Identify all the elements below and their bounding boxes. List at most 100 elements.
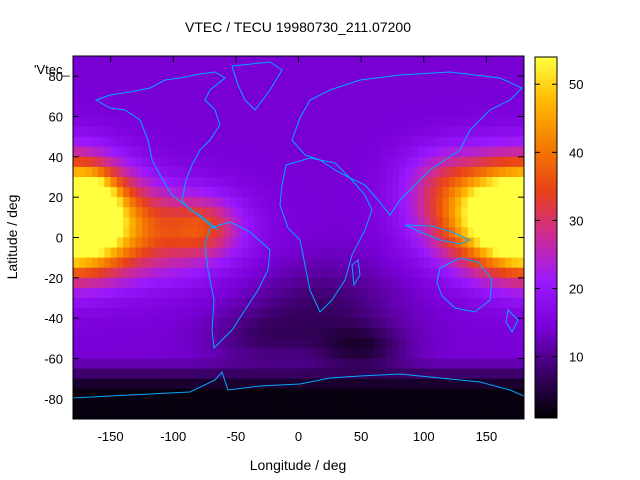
heatmap-cell	[492, 338, 500, 350]
heatmap-cell	[223, 177, 231, 188]
heatmap-cell	[486, 217, 494, 229]
heatmap-cell	[242, 177, 249, 188]
heatmap-cell	[223, 378, 231, 390]
heatmap-cell	[179, 267, 187, 279]
heatmap-cell	[311, 308, 318, 319]
heatmap-cell	[398, 187, 406, 198]
heatmap-cell	[210, 76, 218, 87]
heatmap-cell	[116, 308, 124, 319]
heatmap-cell	[480, 156, 488, 168]
heatmap-cell	[473, 398, 481, 410]
heatmap-cell	[467, 348, 475, 360]
heatmap-cell	[386, 318, 394, 329]
heatmap-cell	[304, 318, 312, 329]
heatmap-cell	[267, 388, 275, 400]
heatmap-cell	[141, 96, 149, 108]
heatmap-cell	[411, 408, 419, 419]
heatmap-cell	[79, 298, 87, 309]
heatmap-cell	[192, 116, 199, 128]
heatmap-cell	[404, 398, 412, 410]
heatmap-cell	[467, 217, 475, 229]
heatmap-cell	[267, 308, 275, 319]
heatmap-cell	[123, 177, 130, 188]
heatmap-cell	[329, 277, 337, 289]
heatmap-cell	[379, 277, 387, 289]
heatmap-cell	[398, 298, 406, 309]
heatmap-cell	[317, 388, 325, 400]
heatmap-cell	[104, 408, 112, 419]
heatmap-cell	[336, 348, 343, 360]
heatmap-cell	[317, 247, 325, 259]
heatmap-cell	[473, 197, 481, 208]
heatmap-cell	[166, 116, 174, 128]
heatmap-cell	[85, 187, 93, 198]
x-tick-label: -150	[98, 429, 124, 444]
heatmap-cell	[461, 116, 469, 128]
heatmap-cell	[423, 116, 431, 128]
heatmap-cell	[430, 116, 437, 128]
heatmap-cell	[79, 247, 87, 259]
heatmap-cell	[467, 378, 475, 390]
heatmap-cell	[455, 217, 462, 229]
heatmap-cell	[104, 106, 112, 118]
heatmap-cell	[129, 126, 137, 138]
x-tick-label: 100	[413, 429, 435, 444]
heatmap-cell	[273, 187, 281, 198]
heatmap-cell	[436, 247, 444, 259]
heatmap-cell	[498, 267, 506, 279]
heatmap-cell	[392, 96, 400, 108]
heatmap-cell	[329, 66, 337, 77]
heatmap-cell	[336, 197, 343, 208]
heatmap-cell	[404, 207, 412, 218]
heatmap-cell	[273, 116, 281, 128]
heatmap-cell	[204, 177, 212, 188]
heatmap-cell	[292, 207, 300, 218]
heatmap-cell	[135, 358, 143, 370]
heatmap-cell	[323, 358, 331, 370]
heatmap-cell	[160, 267, 168, 279]
heatmap-cell	[79, 66, 87, 77]
heatmap-cell	[430, 267, 437, 279]
heatmap-cell	[242, 328, 249, 339]
heatmap-cell	[192, 156, 199, 168]
heatmap-cell	[198, 358, 206, 370]
heatmap-cell	[235, 257, 243, 269]
heatmap-cell	[79, 348, 87, 360]
heatmap-cell	[367, 267, 375, 279]
heatmap-cell	[98, 56, 105, 67]
heatmap-cell	[398, 398, 406, 410]
heatmap-cell	[129, 106, 137, 118]
heatmap-cell	[473, 247, 481, 259]
heatmap-cell	[198, 298, 206, 309]
heatmap-cell	[135, 207, 143, 218]
heatmap-cell	[135, 96, 143, 108]
heatmap-cell	[173, 227, 181, 239]
heatmap-cell	[304, 378, 312, 390]
heatmap-cell	[354, 66, 362, 77]
heatmap-cell	[329, 247, 337, 259]
heatmap-cell	[473, 56, 481, 67]
heatmap-cell	[492, 247, 500, 259]
heatmap-cell	[311, 298, 318, 309]
heatmap-cell	[129, 56, 137, 67]
heatmap-cell	[217, 398, 224, 410]
heatmap-cell	[461, 408, 469, 419]
heatmap-cell	[104, 358, 112, 370]
heatmap-cell	[217, 217, 224, 229]
heatmap-cell	[279, 338, 287, 350]
heatmap-cell	[386, 328, 394, 339]
heatmap-cell	[229, 187, 237, 198]
heatmap-cell	[492, 187, 500, 198]
heatmap-cell	[110, 247, 118, 259]
heatmap-cell	[517, 378, 524, 390]
heatmap-cell	[417, 126, 425, 138]
heatmap-cell	[110, 287, 118, 299]
heatmap-cell	[210, 156, 218, 168]
heatmap-cell	[148, 86, 156, 97]
heatmap-cell	[342, 136, 350, 148]
heatmap-cell	[317, 277, 325, 289]
heatmap-cell	[442, 96, 450, 108]
heatmap-cell	[248, 207, 256, 218]
heatmap-cell	[217, 106, 224, 118]
heatmap-cell	[379, 358, 387, 370]
